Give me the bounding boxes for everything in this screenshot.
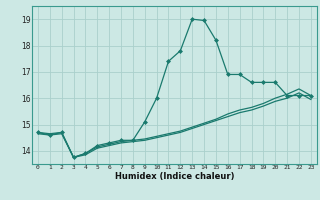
X-axis label: Humidex (Indice chaleur): Humidex (Indice chaleur) xyxy=(115,172,234,181)
